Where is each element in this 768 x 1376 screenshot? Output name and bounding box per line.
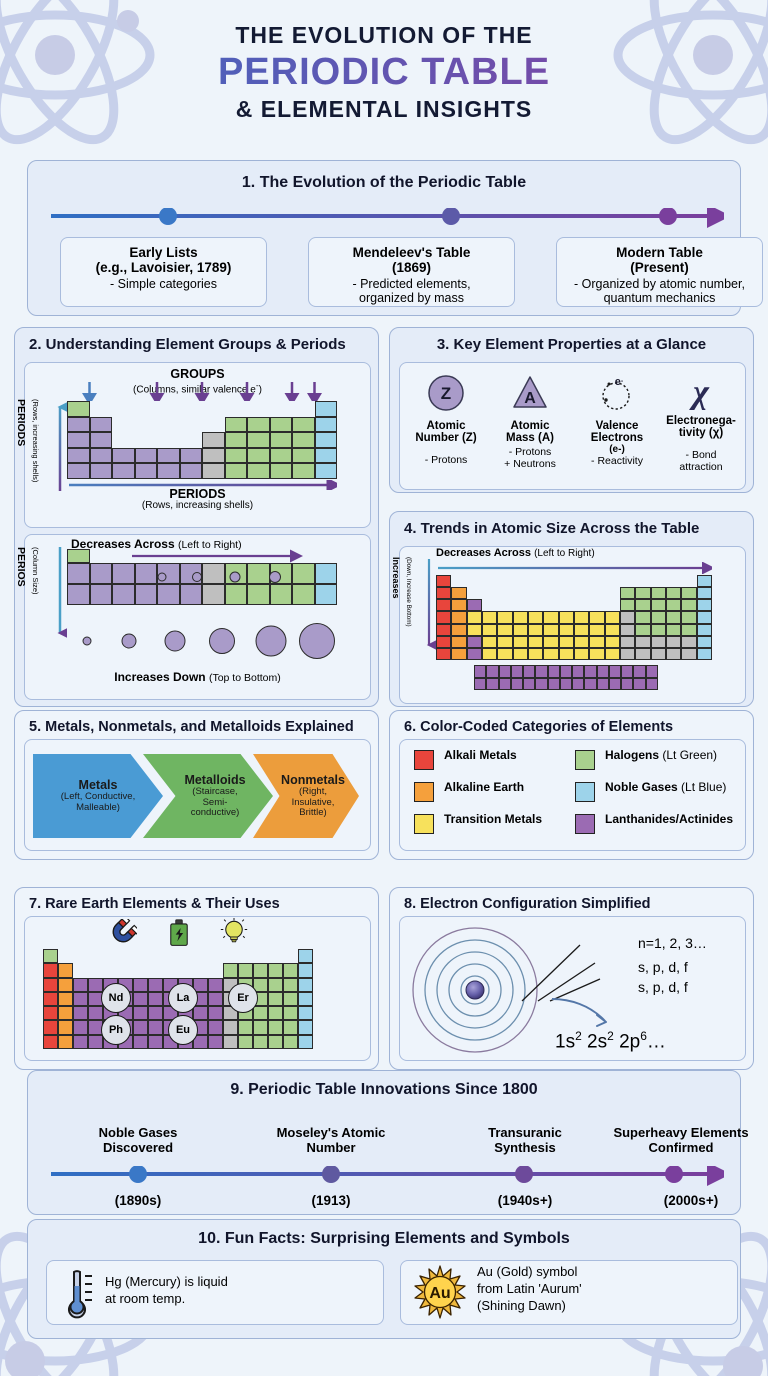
svg-text:e-: e- bbox=[615, 376, 624, 388]
svg-text:A: A bbox=[524, 390, 536, 407]
svg-text:Z: Z bbox=[441, 384, 451, 403]
svg-text:Au: Au bbox=[429, 1285, 450, 1302]
